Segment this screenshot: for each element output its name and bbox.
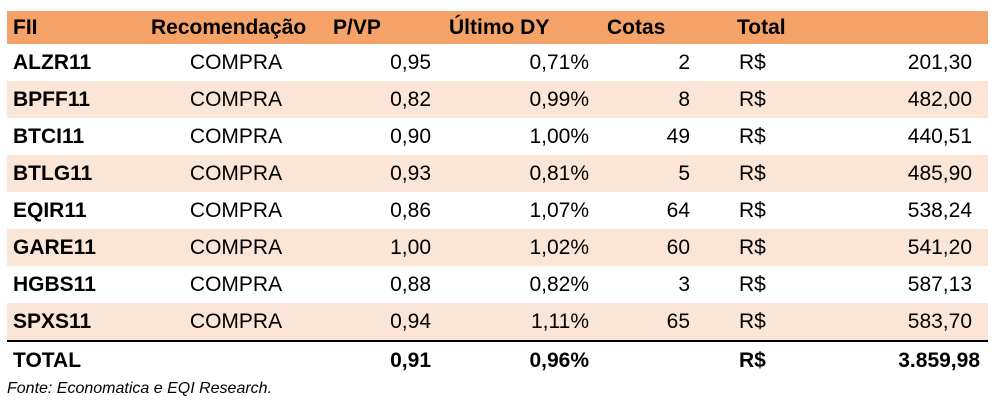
table-footer: TOTAL 0,91 0,96% R$ 3.859,98 — [7, 340, 988, 379]
cell-ultimo-dy: 1,11% — [531, 309, 589, 333]
cell-cotas: 5 — [678, 161, 690, 185]
cell-cotas: 8 — [678, 87, 690, 111]
cell-recomendacao: COMPRA — [189, 309, 283, 333]
table-row: HGBS11 COMPRA 0,88 0,82% 3 R$ 587,13 — [7, 266, 988, 303]
cell-currency: R$ — [739, 198, 766, 222]
table-row: ALZR11 COMPRA 0,95 0,71% 2 R$ 201,30 — [7, 44, 988, 81]
cell-fii: GARE11 — [13, 235, 96, 259]
cell-total: 583,70 — [907, 309, 972, 333]
table-row: GARE11 COMPRA 1,00 1,02% 60 R$ 541,20 — [7, 229, 988, 266]
cell-currency: R$ — [739, 272, 766, 296]
cell-currency: R$ — [739, 309, 766, 333]
header-ultimo-dy: Último DY — [449, 15, 550, 39]
cell-pvp: 0,86 — [390, 198, 431, 222]
cell-pvp: 0,95 — [390, 50, 431, 74]
cell-fii: BTCI11 — [13, 124, 85, 148]
cell-pvp: 0,93 — [390, 161, 431, 185]
cell-ultimo-dy: 0,82% — [529, 272, 589, 296]
header-cotas: Cotas — [607, 15, 666, 39]
cell-total: 538,24 — [907, 198, 972, 222]
cell-recomendacao: COMPRA — [189, 87, 283, 111]
cell-pvp: 0,88 — [390, 272, 431, 296]
cell-cotas: 65 — [666, 309, 690, 333]
cell-currency: R$ — [739, 50, 766, 74]
cell-currency: R$ — [739, 87, 766, 111]
cell-total: 201,30 — [907, 50, 972, 74]
cell-pvp: 0,82 — [390, 87, 431, 111]
table-row: BTLG11 COMPRA 0,93 0,81% 5 R$ 485,90 — [7, 155, 988, 192]
cell-currency: R$ — [739, 124, 766, 148]
cell-fii: BTLG11 — [13, 161, 93, 185]
total-recomendacao-empty — [145, 340, 327, 379]
header-total-value-spacer — [797, 11, 988, 44]
cell-recomendacao: COMPRA — [189, 124, 283, 148]
cell-cotas: 60 — [666, 235, 690, 259]
cell-currency: R$ — [739, 235, 766, 259]
cell-fii: HGBS11 — [13, 272, 96, 296]
cell-currency: R$ — [739, 161, 766, 185]
header-row: FII Recomendação P/VP Último DY Cotas To… — [7, 11, 988, 44]
cell-recomendacao: COMPRA — [189, 161, 283, 185]
header-total: Total — [737, 15, 786, 39]
cell-ultimo-dy: 1,07% — [529, 198, 589, 222]
cell-ultimo-dy: 0,71% — [529, 50, 589, 74]
header-pvp: P/VP — [333, 15, 381, 39]
cell-total: 587,13 — [907, 272, 972, 296]
cell-total: 541,20 — [907, 235, 972, 259]
total-ultimo-dy: 0,96% — [443, 340, 601, 379]
cell-total: 485,90 — [907, 161, 972, 185]
cell-fii: SPXS11 — [13, 309, 92, 333]
cell-ultimo-dy: 0,99% — [529, 87, 589, 111]
table-row: EQIR11 COMPRA 0,86 1,07% 64 R$ 538,24 — [7, 192, 988, 229]
table-row: BTCI11 COMPRA 0,90 1,00% 49 R$ 440,51 — [7, 118, 988, 155]
total-label: TOTAL — [7, 340, 145, 379]
cell-fii: EQIR11 — [13, 198, 87, 222]
cell-ultimo-dy: 1,00% — [529, 124, 589, 148]
cell-cotas: 2 — [678, 50, 690, 74]
total-row: TOTAL 0,91 0,96% R$ 3.859,98 — [7, 340, 988, 379]
cell-cotas: 64 — [666, 198, 690, 222]
fii-table: FII Recomendação P/VP Último DY Cotas To… — [7, 11, 988, 379]
cell-recomendacao: COMPRA — [189, 235, 283, 259]
total-pvp: 0,91 — [327, 340, 443, 379]
header-fii: FII — [13, 15, 38, 39]
total-value: 3.859,98 — [797, 340, 988, 379]
table-row: BPFF11 COMPRA 0,82 0,99% 8 R$ 482,00 — [7, 81, 988, 118]
table-body: ALZR11 COMPRA 0,95 0,71% 2 R$ 201,30 BPF… — [7, 44, 988, 341]
cell-fii: BPFF11 — [13, 87, 91, 111]
cell-pvp: 0,90 — [390, 124, 431, 148]
cell-ultimo-dy: 0,81% — [529, 161, 589, 185]
cell-total: 482,00 — [907, 87, 972, 111]
cell-cotas: 3 — [678, 272, 690, 296]
cell-ultimo-dy: 1,02% — [529, 235, 589, 259]
cell-recomendacao: COMPRA — [189, 272, 283, 296]
table-header: FII Recomendação P/VP Último DY Cotas To… — [7, 11, 988, 44]
table-row: SPXS11 COMPRA 0,94 1,11% 65 R$ 583,70 — [7, 303, 988, 341]
cell-fii: ALZR11 — [13, 50, 92, 74]
source-note: Fonte: Economatica e EQI Research. — [7, 380, 273, 397]
cell-pvp: 0,94 — [390, 309, 431, 333]
header-recomendacao: Recomendação — [151, 15, 307, 39]
cell-recomendacao: COMPRA — [189, 50, 283, 74]
cell-total: 440,51 — [907, 124, 972, 148]
cell-recomendacao: COMPRA — [189, 198, 283, 222]
cell-cotas: 49 — [666, 124, 690, 148]
cell-pvp: 1,00 — [390, 235, 431, 259]
total-cotas-empty — [601, 340, 731, 379]
total-currency: R$ — [731, 340, 797, 379]
